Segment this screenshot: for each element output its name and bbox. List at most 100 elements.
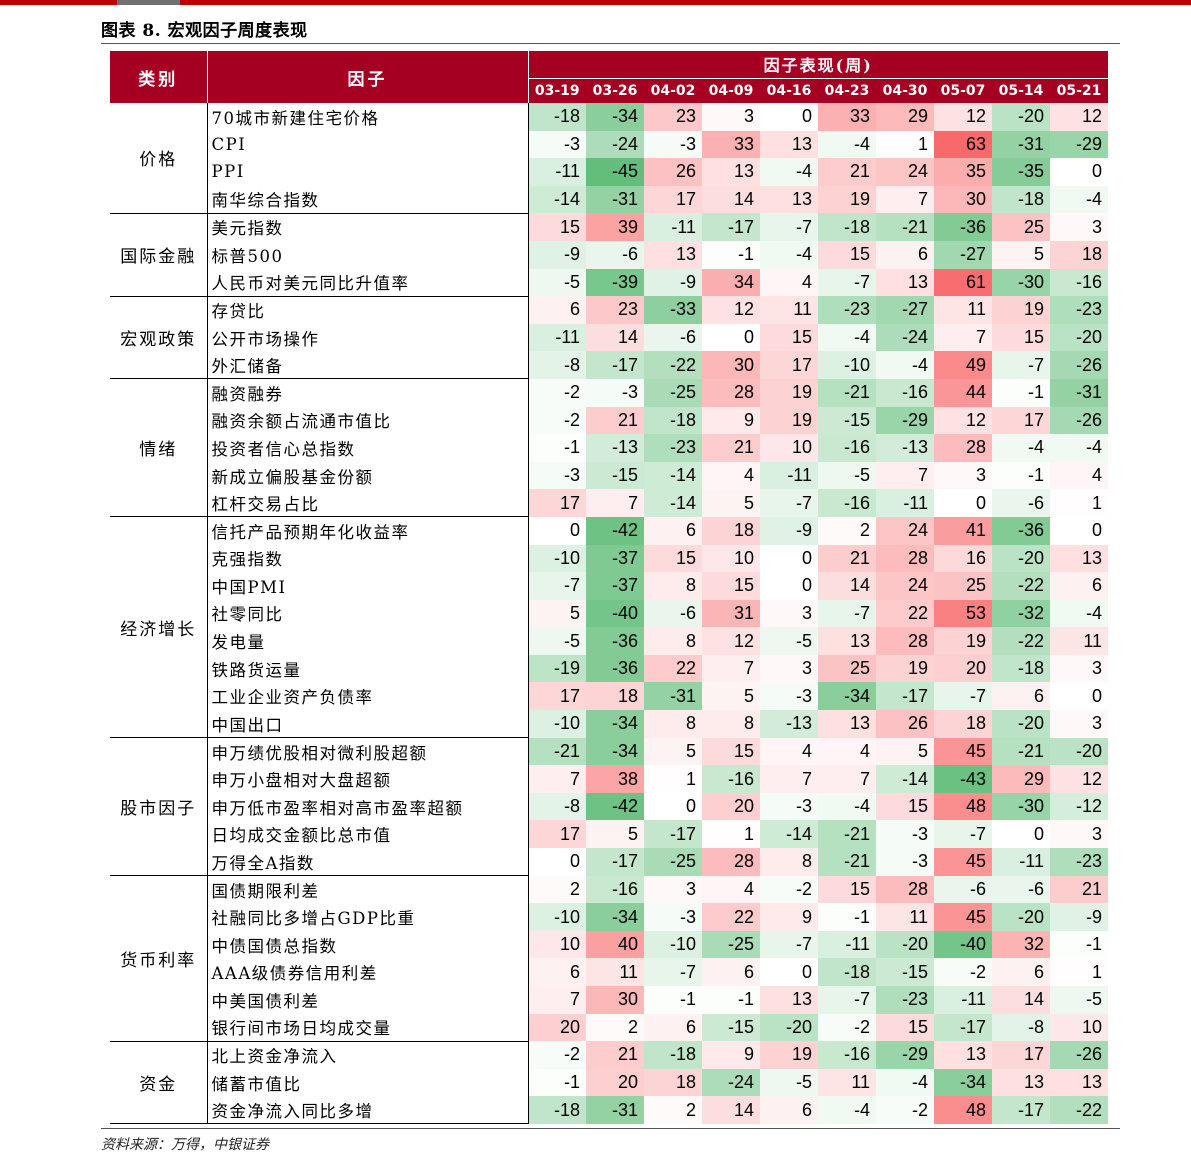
value-cell: -1 <box>992 378 1050 407</box>
value-cell: -20 <box>992 710 1050 738</box>
table-row: 货币利率 国债期限利差 2 -16 3 4 -2 15 28 -6 -6 21 <box>110 875 1108 1042</box>
value-cell: 12 <box>934 103 992 131</box>
value-cell: 3 <box>1050 654 1108 683</box>
value-cell: -1 <box>702 986 760 1014</box>
value-cell: 20 <box>528 1013 586 1042</box>
table-row: 标普500 -9 -6 13 -1 -4 15 6 -27 5 18 <box>110 240 1108 269</box>
value-cell: 20 <box>586 1068 644 1097</box>
value-cell: 0 <box>1050 516 1108 545</box>
factor-cell: 资金净流入同比多增 <box>207 1096 529 1125</box>
value-cell: -18 <box>992 654 1050 683</box>
value-cell: 1 <box>1050 489 1108 517</box>
table-row: 融资余额占流通市值比 -2 21 -18 9 19 -15 -29 12 17 -26 <box>110 406 1108 435</box>
value-cell: -8 <box>528 351 586 379</box>
value-cell: -24 <box>702 1068 760 1097</box>
value-cell: -14 <box>760 820 818 849</box>
value-cell: -1 <box>528 1068 586 1097</box>
value-cell: 0 <box>992 820 1050 849</box>
value-cell: 0 <box>1050 682 1108 711</box>
value-cell: -17 <box>586 351 644 379</box>
value-cell: -29 <box>1050 130 1108 159</box>
factor-cell: 国债期限利差 <box>207 875 529 904</box>
week-header: 04-23 <box>818 77 876 103</box>
value-cell: -25 <box>644 378 702 407</box>
value-cell: 4 <box>1050 461 1108 490</box>
table-row: 资金 北上资金净流入 -2 21 -18 9 19 -16 -29 13 17 -26 <box>110 1041 1108 1125</box>
value-cell: 29 <box>876 103 934 131</box>
value-cell: 35 <box>934 158 992 186</box>
factor-cell: 发电量 <box>207 627 529 655</box>
table-row: PPI -11 -45 26 13 -4 21 24 35 -35 0 <box>110 158 1108 186</box>
value-cell: 48 <box>934 1096 992 1124</box>
value-cell: -33 <box>644 296 702 324</box>
value-cell: -1 <box>528 434 586 462</box>
value-cell: -11 <box>528 323 586 352</box>
table-row: 中美国债利差 7 30 -1 -1 13 -7 -23 -11 14 -5 <box>110 986 1108 1014</box>
value-cell: -27 <box>876 296 934 324</box>
value-cell: -36 <box>586 654 644 683</box>
value-cell: 3 <box>1050 710 1108 738</box>
value-cell: -17 <box>992 1096 1050 1124</box>
value-cell: -10 <box>528 903 586 931</box>
value-cell: 45 <box>934 737 992 766</box>
bottom-rule <box>101 1128 1120 1129</box>
value-cell: -37 <box>586 572 644 600</box>
factor-cell: 外汇储备 <box>207 351 529 380</box>
value-cell: -6 <box>992 875 1050 904</box>
value-cell: 2 <box>528 875 586 904</box>
value-cell: -3 <box>644 903 702 931</box>
value-cell: -7 <box>760 930 818 959</box>
table-row: 申万低市盈率相对高市盈率超额 -8 -42 0 20 -3 -4 15 48 -30 -12 <box>110 792 1108 821</box>
value-cell: 45 <box>934 903 992 931</box>
value-cell: 19 <box>934 627 992 655</box>
value-cell: -40 <box>586 599 644 628</box>
value-cell: -31 <box>1050 378 1108 407</box>
value-cell: 11 <box>876 903 934 931</box>
value-cell: 19 <box>760 406 818 435</box>
value-cell: -23 <box>1050 296 1108 324</box>
value-cell: 17 <box>992 406 1050 435</box>
value-cell: 19 <box>992 296 1050 324</box>
category-cell: 经济增长 <box>110 516 208 739</box>
value-cell: -14 <box>528 185 586 214</box>
value-cell: -16 <box>586 875 644 904</box>
factor-cell: 社融同比多增占GDP比重 <box>207 903 529 931</box>
factor-cell: 公开市场操作 <box>207 323 529 352</box>
figure-title: 图表 8. 宏观因子周度表现 <box>101 21 308 41</box>
factor-cell: 标普500 <box>207 240 529 269</box>
factor-cell: 申万绩优股相对微利股超额 <box>207 737 529 766</box>
value-cell: 30 <box>586 986 644 1014</box>
value-cell: 28 <box>876 875 934 904</box>
table-row: 杠杆交易占比 17 7 -14 5 -7 -16 -11 0 -6 1 <box>110 489 1108 518</box>
value-cell: -37 <box>586 544 644 573</box>
value-cell: -7 <box>644 958 702 986</box>
table-row: 国际金融 美元指数 15 39 -11 -17 -7 -18 -21 -36 25 3 <box>110 213 1108 297</box>
table-row: 中国出口 -10 -34 8 8 -13 13 26 18 -20 3 <box>110 710 1108 739</box>
value-cell: 21 <box>1050 875 1108 904</box>
value-cell: 44 <box>934 378 992 407</box>
value-cell: 21 <box>586 406 644 435</box>
value-cell: -9 <box>528 240 586 269</box>
value-cell: 1 <box>644 765 702 793</box>
value-cell: 6 <box>702 958 760 986</box>
table-row: 中债国债总指数 10 40 -10 -25 -7 -11 -20 -40 32 -1 <box>110 930 1108 959</box>
value-cell: -7 <box>818 268 876 297</box>
value-cell: 12 <box>702 627 760 655</box>
value-cell: 17 <box>528 489 586 517</box>
value-cell: -34 <box>586 710 644 738</box>
table-row: 日均成交金额比总市值 17 5 -17 1 -14 -21 -3 -7 0 3 <box>110 820 1108 849</box>
value-cell: 3 <box>702 103 760 131</box>
value-cell: 3 <box>760 654 818 683</box>
value-cell: 18 <box>702 516 760 545</box>
factor-cell: CPI <box>207 130 529 159</box>
factor-cell: 存贷比 <box>207 296 529 324</box>
value-cell: -20 <box>992 903 1050 931</box>
value-cell: 7 <box>760 765 818 793</box>
value-cell: -4 <box>818 792 876 821</box>
table-row: 价格 70城市新建住宅价格 -18 -34 23 3 0 33 29 12 -20 12 <box>110 103 1108 214</box>
factor-cell: 信托产品预期年化收益率 <box>207 516 529 545</box>
value-cell: 5 <box>702 489 760 517</box>
value-cell: -2 <box>760 875 818 904</box>
value-cell: -42 <box>586 792 644 821</box>
value-cell: -34 <box>586 903 644 931</box>
